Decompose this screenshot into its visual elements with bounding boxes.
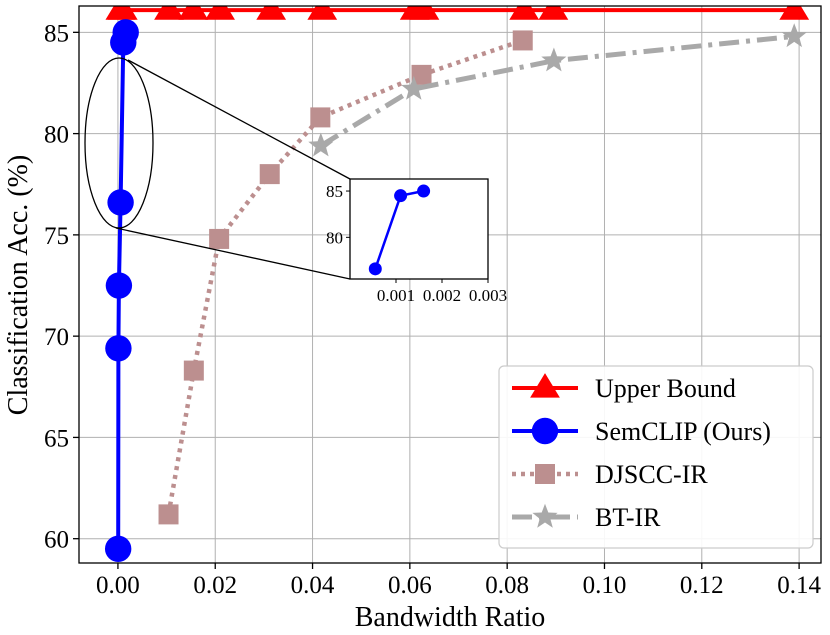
data-point [105,335,132,362]
inset-series [368,184,431,276]
data-point [104,535,132,563]
data-point [409,6,440,20]
legend-frame [498,365,814,549]
data-point [183,360,204,381]
inset-y-tick-label: 80 [326,228,343,247]
data-point [178,6,209,20]
legend-entry: BT-IR [512,503,661,532]
legend-entry: Upper Bound [512,373,736,403]
y-tick-label: 85 [44,20,69,47]
series-semclip-ours [104,19,139,563]
x-tick-label: 0.04 [291,572,335,599]
data-point [112,19,139,46]
x-tick-label: 0.14 [777,572,821,599]
legend-marker [530,373,560,398]
series-bt-ir [308,23,807,157]
data-point [107,6,138,20]
series-line [319,33,795,148]
data-point [512,30,533,51]
inset-chart: 0.001 0.002 0.003 80 85 [326,178,507,305]
legend-label: DJSCC-IR [595,460,708,489]
zoom-connector-bottom [115,227,351,280]
zoom-indicator [84,57,351,280]
legend-label: Upper Bound [595,374,736,403]
y-tick-label: 75 [44,223,69,250]
data-point [154,6,184,20]
axes: 0.00 0.02 0.04 0.06 0.08 0.10 0.12 0.14 60 65 70 75… [44,20,821,599]
y-tick-label: 65 [44,425,69,452]
x-tick-label: 0.10 [583,572,627,599]
inset-x-tick-label: 0.002 [423,286,461,305]
data-point [107,189,134,216]
data-point [105,272,133,299]
data-point [538,6,569,20]
x-tick-label: 0.02 [193,572,237,599]
series-upper-bound [105,6,810,20]
y-tick-label: 80 [44,122,69,149]
inset-x-tick-label: 0.001 [377,286,415,305]
inset-x-tick-label: 0.003 [469,286,507,305]
legend-marker [532,503,558,528]
data-point [401,75,427,100]
data-point [259,164,280,185]
inset-y-tick-label: 85 [326,182,343,201]
legend-marker [535,464,555,484]
y-tick-label: 60 [44,527,69,554]
legend-label: SemCLIP (Ours) [595,417,771,446]
y-tick-label: 70 [44,324,69,351]
inset-background [350,179,488,279]
legend-label: BT-IR [595,503,661,532]
x-tick-label: 0.00 [96,572,140,599]
data-point [256,6,287,20]
inset-data-point [368,262,382,276]
data-point [541,47,567,72]
data-point [308,132,334,157]
x-tick-label: 0.12 [680,572,724,599]
data-point [310,107,331,128]
inset-data-point [394,189,408,203]
y-axis-label: Classification Acc. (%) [3,155,34,415]
data-point [509,6,540,20]
data-point [209,228,230,249]
inset-frame [349,178,489,280]
legend-marker [531,417,559,445]
legend: Upper Bound SemCLIP (Ours) DJSCC-IR BT-IR [498,365,814,549]
data-point [158,504,179,525]
data-point [779,6,810,20]
data-point [411,64,432,85]
data-point [307,6,338,20]
series-djscc-ir [158,30,533,525]
plot-frame [78,5,822,564]
legend-entry: SemCLIP (Ours) [512,417,771,446]
data-point [205,6,235,20]
data-point [781,23,807,48]
zoom-connector-top [127,59,351,180]
series-layer [104,6,810,563]
x-axis-label: Bandwidth Ratio [355,602,546,633]
x-tick-label: 0.08 [485,572,529,599]
legend-entry: DJSCC-IR [512,460,708,489]
inset-data-point [417,184,431,198]
x-tick-label: 0.06 [388,572,432,599]
